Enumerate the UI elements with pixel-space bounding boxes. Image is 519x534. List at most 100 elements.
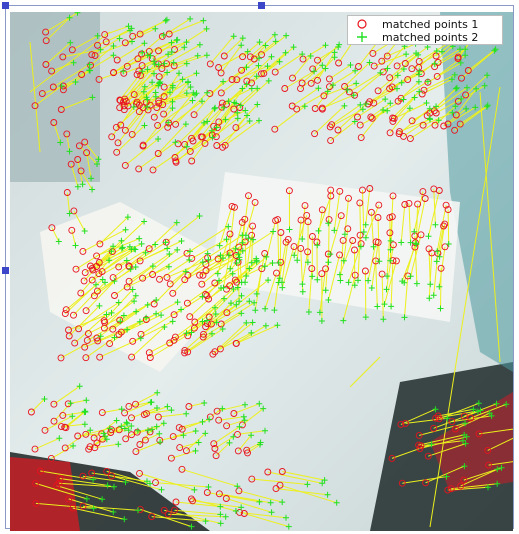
matched-point-2-marker — [132, 264, 139, 270]
match-line — [99, 216, 129, 245]
matched-point-2-marker — [149, 426, 155, 433]
matched-point-2-marker — [165, 51, 172, 58]
matched-point-1-marker — [199, 333, 207, 341]
match-line-outlier — [479, 91, 501, 363]
match-line — [403, 117, 430, 137]
matched-point-1-marker — [452, 111, 460, 119]
matched-point-2-marker — [341, 231, 348, 238]
matched-point-1-marker — [389, 117, 397, 125]
matched-point-1-marker — [181, 349, 189, 357]
matched-point-2-marker — [155, 61, 162, 68]
resize-handle-top-left[interactable] — [2, 2, 9, 9]
matched-point-1-marker — [271, 125, 279, 133]
matched-point-2-marker — [161, 324, 168, 330]
resize-handle-top-middle[interactable] — [258, 2, 265, 9]
matched-point-2-marker — [220, 255, 226, 262]
match-line — [96, 311, 137, 339]
matched-point-2-marker — [337, 277, 344, 284]
match-line — [96, 238, 140, 257]
matched-point-2-marker — [253, 255, 260, 262]
matched-point-2-marker — [374, 303, 381, 310]
match-line — [357, 235, 361, 281]
matched-point-2-marker — [415, 51, 422, 58]
matched-point-1-marker — [101, 318, 109, 326]
matched-point-2-marker — [83, 397, 90, 404]
matched-point-1-marker — [419, 188, 427, 196]
matched-point-1-marker — [314, 56, 321, 64]
matched-point-2-marker — [217, 503, 224, 510]
match-line — [164, 72, 197, 88]
matched-point-2-marker — [336, 271, 343, 278]
matched-point-2-marker — [81, 408, 88, 415]
matched-point-2-marker — [154, 405, 160, 411]
matched-point-1-marker — [61, 423, 69, 431]
matched-point-1-marker — [289, 74, 296, 82]
matched-point-2-marker — [110, 52, 117, 59]
matched-point-2-marker — [243, 64, 250, 71]
match-line — [139, 19, 168, 35]
match-line — [470, 403, 507, 419]
matched-point-2-marker — [360, 229, 367, 235]
match-line — [478, 428, 513, 435]
matched-point-1-marker — [367, 113, 375, 121]
match-line — [246, 442, 261, 451]
matched-point-1-marker — [156, 275, 163, 283]
match-line — [101, 249, 136, 273]
matched-point-1-marker — [57, 423, 65, 431]
matched-point-1-marker — [61, 444, 69, 452]
matched-point-1-marker — [146, 354, 154, 361]
resize-handle-middle-left[interactable] — [2, 267, 9, 274]
matched-point-1-marker — [79, 502, 87, 510]
matched-point-2-marker — [430, 292, 437, 299]
matched-point-2-marker — [322, 287, 329, 294]
matched-point-2-marker — [170, 59, 177, 66]
matched-point-2-marker — [239, 35, 246, 42]
matched-point-2-marker — [135, 507, 141, 514]
matched-point-2-marker — [344, 86, 351, 93]
matched-point-2-marker — [192, 447, 199, 454]
matched-point-2-marker — [262, 427, 268, 434]
matched-point-1-marker — [400, 132, 407, 140]
matched-point-1-marker — [378, 270, 386, 278]
matched-point-2-marker — [178, 306, 185, 313]
match-line — [292, 55, 312, 79]
match-line — [82, 505, 139, 511]
matched-point-1-marker — [81, 269, 89, 277]
matched-point-2-marker — [152, 241, 159, 248]
match-line — [174, 54, 208, 67]
matched-point-1-marker — [107, 429, 115, 436]
matched-point-1-marker — [215, 118, 223, 126]
matched-point-2-marker — [263, 253, 270, 260]
matched-point-1-marker — [357, 134, 365, 142]
match-line — [398, 108, 431, 135]
match-line — [158, 46, 185, 65]
matched-point-1-marker — [133, 428, 141, 436]
match-line — [219, 493, 271, 504]
matched-point-1-marker — [139, 274, 147, 282]
matched-point-2-marker — [252, 307, 259, 314]
matched-point-1-marker — [264, 468, 272, 476]
matched-point-2-marker — [144, 66, 151, 73]
match-line — [139, 472, 195, 491]
matched-point-1-marker — [238, 66, 246, 74]
matched-point-2-marker — [196, 213, 203, 219]
match-line — [184, 121, 208, 145]
matched-point-1-marker — [159, 101, 167, 109]
matched-point-1-marker — [234, 430, 241, 438]
matched-point-2-marker — [168, 49, 175, 55]
match-line — [126, 266, 170, 288]
matched-point-2-marker — [192, 428, 199, 434]
matched-point-2-marker — [243, 81, 250, 88]
matched-point-2-marker — [319, 62, 326, 69]
matched-point-1-marker — [408, 65, 416, 73]
match-line — [220, 44, 242, 74]
match-line — [312, 44, 340, 70]
match-line — [282, 471, 325, 481]
matched-point-1-marker — [303, 211, 311, 219]
matched-point-1-marker — [120, 106, 128, 114]
match-line — [277, 219, 280, 263]
matched-point-2-marker — [462, 46, 469, 53]
matched-point-2-marker — [370, 243, 377, 250]
matched-point-1-marker — [318, 104, 326, 112]
matched-point-1-marker — [336, 187, 344, 195]
